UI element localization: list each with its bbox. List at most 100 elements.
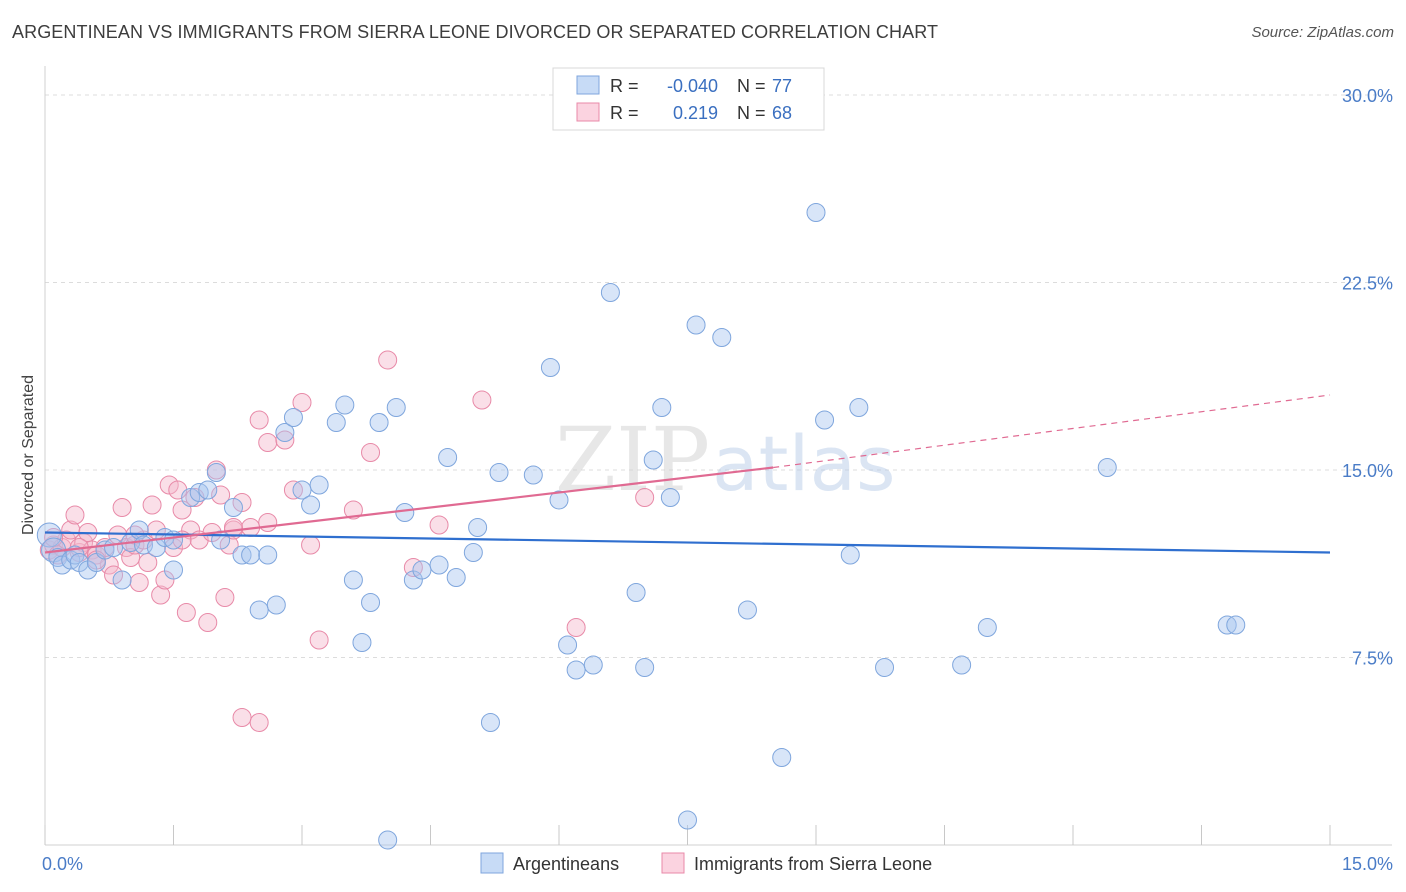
blue-point-28 bbox=[258, 545, 278, 565]
legend-n-value-1: 77 bbox=[772, 76, 792, 96]
y-tick-labels: 7.5% 15.0% 22.5% 30.0% bbox=[1342, 86, 1393, 669]
pink-point-6 bbox=[65, 505, 85, 525]
blue-point-39 bbox=[361, 593, 381, 612]
pink-point-58 bbox=[429, 515, 449, 535]
pink-trend-line-dashed bbox=[773, 394, 1331, 469]
pink-point-18 bbox=[121, 548, 141, 567]
blue-point-11 bbox=[112, 570, 132, 590]
blue-point-44 bbox=[412, 560, 432, 580]
pink-point-51 bbox=[309, 630, 329, 650]
legend-n-label-1: N = bbox=[737, 76, 766, 96]
x-tick-label-0: 0.0% bbox=[42, 854, 83, 874]
blue-point-64 bbox=[660, 488, 680, 507]
blue-point-32 bbox=[292, 480, 312, 500]
pink-point-67 bbox=[258, 513, 278, 532]
pink-point-47 bbox=[275, 430, 295, 450]
blue-point-54 bbox=[540, 358, 560, 377]
grid-lines bbox=[45, 94, 1392, 658]
blue-point-74 bbox=[875, 658, 895, 677]
blue-point-47 bbox=[438, 448, 458, 467]
blue-point-67 bbox=[712, 328, 732, 347]
watermark-zip: ZIP bbox=[555, 408, 710, 511]
pink-point-25 bbox=[151, 585, 171, 605]
blue-point-27 bbox=[249, 600, 269, 620]
blue-point-37 bbox=[343, 570, 363, 590]
pink-point-20 bbox=[129, 573, 149, 592]
blue-point-10 bbox=[104, 538, 124, 557]
blue-point-50 bbox=[468, 518, 488, 537]
legend-r-label-2: R = bbox=[610, 103, 639, 123]
pink-trend-line bbox=[44, 466, 774, 554]
pink-point-45 bbox=[249, 410, 269, 430]
blue-point-24 bbox=[223, 498, 243, 517]
legend-n-label-2: N = bbox=[737, 103, 766, 123]
blue-point-57 bbox=[566, 660, 586, 680]
pink-point-50 bbox=[301, 535, 321, 555]
pink-point-35 bbox=[198, 613, 218, 632]
blue-point-70 bbox=[806, 203, 826, 222]
pink-point-23 bbox=[142, 495, 162, 515]
y-tick-label-3: 30.0% bbox=[1342, 86, 1393, 106]
chart-title: ARGENTINEAN VS IMMIGRANTS FROM SIERRA LE… bbox=[12, 22, 939, 42]
blue-point-76 bbox=[977, 618, 997, 637]
blue-point-48 bbox=[446, 568, 466, 587]
blue-point-41 bbox=[386, 398, 406, 417]
legend-bottom-swatch-blue bbox=[480, 852, 504, 874]
blue-point-68 bbox=[737, 600, 757, 620]
blue-point-35 bbox=[326, 413, 346, 432]
y-tick-label-1: 15.0% bbox=[1342, 461, 1393, 481]
blue-point-65 bbox=[678, 810, 697, 830]
legend-bottom: Argentineans Immigrants from Sierra Leon… bbox=[480, 852, 932, 874]
axes bbox=[44, 66, 1392, 846]
blue-point-45 bbox=[378, 830, 398, 850]
blue-point-72 bbox=[840, 545, 860, 565]
blue-point-21 bbox=[198, 480, 218, 500]
blue-point-42 bbox=[395, 503, 415, 522]
blue-point-31 bbox=[283, 408, 303, 427]
y-tick-label-0: 7.5% bbox=[1352, 649, 1393, 669]
legend-swatch-blue bbox=[576, 75, 600, 95]
pink-point-49 bbox=[292, 393, 312, 412]
blue-point-26 bbox=[241, 545, 261, 565]
pink-point-59 bbox=[472, 390, 492, 410]
legend-bottom-label-pink: Immigrants from Sierra Leone bbox=[694, 854, 932, 874]
legend-bottom-swatch-pink bbox=[661, 852, 685, 874]
pink-point-54 bbox=[343, 500, 363, 520]
pink-point-22 bbox=[138, 553, 158, 572]
blue-point-60 bbox=[626, 583, 646, 602]
blue-point-36 bbox=[335, 395, 355, 415]
pink-point-39 bbox=[215, 588, 235, 607]
blue-point-52 bbox=[489, 463, 509, 482]
blue-point-77 bbox=[1097, 458, 1117, 477]
blue-point-75 bbox=[952, 655, 972, 675]
blue-point-79 bbox=[1226, 615, 1246, 635]
blue-point-40 bbox=[369, 413, 389, 432]
blue-point-18 bbox=[164, 560, 183, 580]
trend-lines bbox=[44, 394, 1331, 554]
x-tick-label-1: 15.0% bbox=[1342, 854, 1393, 874]
blue-point-34 bbox=[309, 475, 329, 495]
blue-trend-line bbox=[44, 531, 1331, 554]
blue-point-29 bbox=[266, 595, 286, 615]
blue-point-30 bbox=[275, 423, 295, 442]
blue-point-59 bbox=[600, 283, 620, 302]
blue-point-55 bbox=[549, 490, 569, 510]
watermark: ZIP atlas bbox=[555, 408, 896, 511]
series-blue-points bbox=[36, 203, 1246, 850]
blue-point-51 bbox=[480, 713, 500, 732]
pink-point-60 bbox=[566, 618, 586, 637]
legend-r-label-1: R = bbox=[610, 76, 639, 96]
legend-bottom-label-blue: Argentineans bbox=[513, 854, 619, 874]
blue-point-22 bbox=[206, 463, 226, 482]
blue-point-63 bbox=[652, 398, 672, 417]
legend-r-value-1: -0.040 bbox=[667, 76, 718, 96]
blue-point-71 bbox=[815, 410, 835, 430]
legend-top: R = -0.040 N = 77 R = 0.219 N = 68 bbox=[552, 67, 825, 131]
pink-point-38 bbox=[211, 485, 231, 505]
pink-point-16 bbox=[112, 498, 132, 517]
pink-point-46 bbox=[258, 433, 278, 452]
pink-point-31 bbox=[176, 603, 196, 622]
pink-point-53 bbox=[249, 713, 269, 732]
blue-point-66 bbox=[686, 315, 706, 335]
